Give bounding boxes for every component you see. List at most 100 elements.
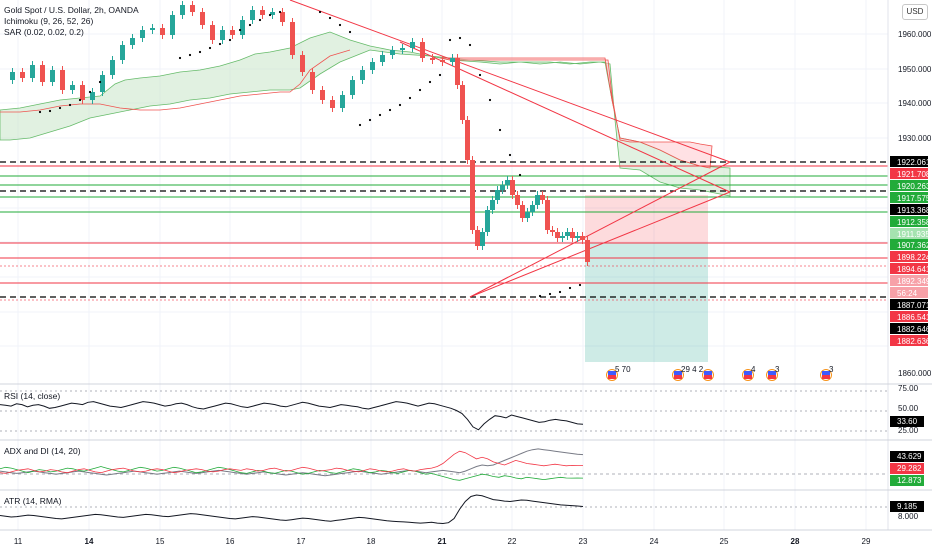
ichimoku-cloud-red [439, 57, 713, 169]
sar-dot [98, 80, 102, 84]
sar-dot [568, 286, 572, 290]
time-tick: 29 [862, 537, 871, 546]
flag-icon-top [674, 371, 682, 375]
position-stop-zone[interactable] [585, 195, 708, 243]
candle-body [560, 236, 565, 238]
event-marker[interactable]: 29 4 2 [672, 365, 704, 381]
flag-icon-top [704, 371, 712, 375]
flag-icon-top [768, 371, 776, 375]
price-label-text: 1882.636 [897, 337, 931, 346]
event-count: 4 [751, 365, 756, 374]
sar-dot [388, 108, 392, 112]
sar-dot [328, 16, 332, 20]
price-label-badge [890, 168, 928, 179]
price-label-text: 1912.358 [897, 218, 931, 227]
flag-icon-top [608, 371, 616, 375]
rsi-value: 33.60 [897, 417, 918, 426]
price-label-badge [890, 204, 928, 215]
price-tick: 1930.000 [898, 134, 932, 143]
candle-body [475, 230, 480, 246]
candle-body [580, 236, 585, 240]
rsi-tick: 50.00 [898, 404, 919, 413]
candle-body [20, 72, 25, 78]
atr-legend[interactable]: ATR (14, RMA) [4, 496, 62, 506]
price-label-badge [890, 275, 928, 286]
price-tick: 1940.000 [898, 99, 932, 108]
sar-dot [88, 90, 92, 94]
candle-body [220, 30, 225, 40]
sar-dot [548, 292, 552, 296]
candle-body [280, 12, 285, 22]
adx-pane[interactable]: 43.629 29.282 12.873 [0, 448, 924, 486]
candle-body [300, 55, 305, 72]
sar-dot [478, 73, 482, 77]
candle-body [540, 195, 545, 200]
price-labels: 1922.061 1921.708 1920.263 1917.575 1913.368… [890, 156, 931, 346]
sar-dot [518, 173, 522, 177]
rsi-legend[interactable]: RSI (14, close) [4, 391, 61, 401]
price-label-text: 1913.368 [897, 206, 931, 215]
candle-body [270, 12, 275, 15]
minus-di-value: 29.282 [897, 464, 922, 473]
currency-button[interactable]: USD [902, 4, 928, 20]
candle-body [140, 30, 145, 38]
time-tick: 11 [14, 537, 23, 546]
sar-dot [538, 294, 542, 298]
candle-body [500, 185, 505, 190]
event-marker[interactable]: 3 [766, 365, 781, 381]
sar-dot [228, 38, 232, 42]
candle-body [10, 72, 15, 80]
plus-di-value-badge [890, 475, 924, 486]
time-tick: 23 [579, 537, 588, 546]
atr-value: 9.185 [897, 502, 918, 511]
candle-body [390, 50, 395, 55]
candle-body [420, 42, 425, 58]
main-pane[interactable] [0, 0, 888, 384]
sar-dot [348, 30, 352, 34]
price-label-text: 1907.362 [897, 241, 931, 250]
adx-value-badge [890, 451, 924, 462]
sar-dot [408, 96, 412, 100]
price-label-badge [890, 239, 928, 250]
candle-body [570, 232, 575, 238]
chart-legend: Gold Spot / U.S. Dollar, 2h, OANDA Ichim… [4, 5, 139, 38]
adx-legend[interactable]: ADX and DI (14, 20) [4, 446, 81, 456]
sar-legend[interactable]: SAR (0.02, 0.02, 0.2) [4, 27, 84, 37]
candle-body [480, 232, 485, 246]
candle-body [585, 240, 590, 262]
candle-body [190, 5, 195, 12]
sar-dot [38, 110, 42, 114]
symbol-title[interactable]: Gold Spot / U.S. Dollar, 2h, OANDA [4, 5, 139, 15]
event-marker[interactable] [702, 369, 714, 381]
candle-body [550, 230, 555, 232]
candle-body [350, 80, 355, 95]
economic-events[interactable]: 5 70 29 4 2 4 3 3 [606, 365, 835, 381]
ichimoku-legend[interactable]: Ichimoku (9, 26, 52, 26) [4, 16, 94, 26]
time-axis[interactable]: 11 14 15 16 17 18 21 22 23 24 25 28 29 [0, 531, 932, 550]
position-target-zone[interactable] [585, 243, 708, 362]
price-label-badge [890, 323, 928, 334]
sar-dot [258, 18, 262, 22]
candle-body [230, 30, 235, 35]
candle-body [110, 60, 115, 75]
atr-pane[interactable]: 9.185 8.000 [0, 494, 924, 525]
price-label-badge [890, 299, 928, 310]
candle-body [495, 190, 500, 200]
candle-body [430, 58, 435, 60]
candle-body [90, 92, 95, 100]
flag-icon-bottom [822, 375, 830, 379]
sar-dot [448, 38, 452, 42]
candle-body [470, 160, 475, 230]
rsi-pane[interactable]: 75.00 50.00 25.00 33.60 [0, 384, 924, 435]
event-marker[interactable]: 4 [742, 365, 757, 381]
sar-dot [208, 46, 212, 50]
price-label-badge [890, 311, 928, 322]
event-count: 29 4 2 [681, 365, 704, 374]
time-tick: 16 [226, 537, 235, 546]
candle-body [530, 205, 535, 212]
rsi-tick: 25.00 [898, 426, 919, 435]
event-marker[interactable]: 3 [820, 365, 835, 381]
parabolic-sar-dots [38, 10, 582, 298]
event-marker[interactable]: 5 70 [606, 365, 632, 381]
